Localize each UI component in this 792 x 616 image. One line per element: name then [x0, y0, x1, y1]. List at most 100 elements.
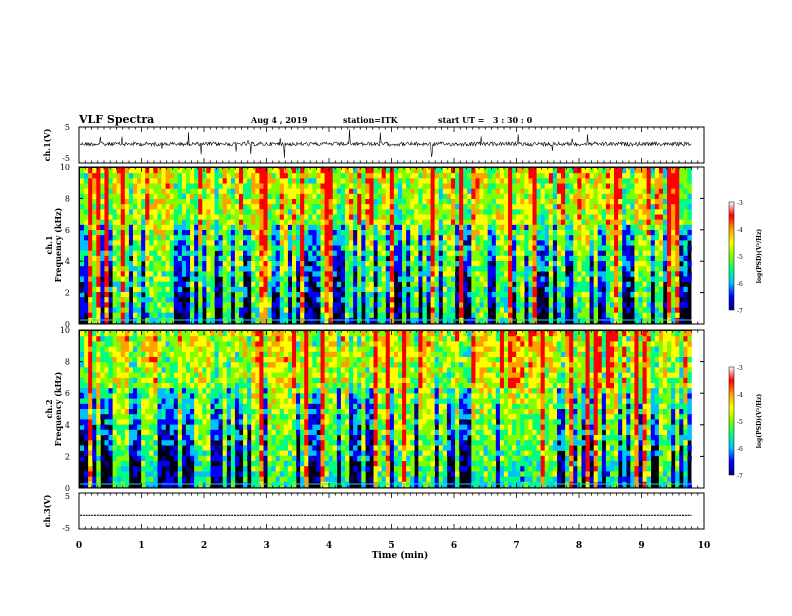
spectrogram-cell	[541, 194, 545, 199]
spectrogram-cell	[471, 271, 475, 276]
spectrogram-cell	[292, 235, 296, 240]
spectrogram-cell	[402, 261, 406, 266]
spectrogram-cell	[149, 302, 153, 307]
spectrogram-cell	[316, 235, 320, 240]
spectrogram-cell	[215, 209, 219, 214]
spectrogram-cell	[337, 204, 341, 209]
spectrogram-cell	[263, 178, 267, 183]
spectrogram-cell	[394, 215, 398, 220]
spectrogram-cell	[333, 266, 337, 271]
spectrogram-cell	[292, 230, 296, 235]
spectrogram-cell	[337, 230, 341, 235]
spectrogram-cell	[667, 302, 671, 307]
spectrogram-cell	[398, 194, 402, 199]
spectrogram-cell	[586, 184, 590, 189]
spectrogram-cell	[137, 308, 141, 313]
spectrogram-cell	[174, 367, 178, 373]
spectrogram-cell	[190, 302, 194, 307]
spectrogram-cell	[84, 445, 88, 451]
spectrogram-cell	[300, 230, 304, 235]
spectrogram-cell	[96, 367, 100, 373]
spectrogram-cell	[496, 277, 500, 282]
spectrogram-cell	[166, 271, 170, 276]
spectrogram-cell	[84, 482, 88, 488]
spectrogram-cell	[369, 184, 373, 189]
spectrogram-cell	[471, 313, 475, 318]
spectrogram-cell	[243, 251, 247, 256]
spectrogram-cell	[565, 287, 569, 292]
spectrogram-cell	[178, 168, 182, 173]
spectrogram-cell	[463, 189, 467, 194]
spectrogram-cell	[153, 271, 157, 276]
spectrogram-cell	[329, 261, 333, 266]
spectrogram-cell	[667, 256, 671, 261]
spectrogram-cell	[590, 266, 594, 271]
spectrogram-cell	[166, 471, 170, 477]
spectrogram-cell	[341, 230, 345, 235]
spectrogram-cell	[227, 313, 231, 318]
spectrogram-cell	[231, 173, 235, 178]
spectrogram-cell	[231, 230, 235, 235]
spectrogram-cell	[121, 287, 125, 292]
spectrogram-cell	[577, 297, 581, 302]
spectrogram-cell	[683, 194, 687, 199]
spectrogram-cell	[484, 261, 488, 266]
spectrogram-cell	[349, 256, 353, 261]
spectrogram-cell	[414, 261, 418, 266]
spectrogram-cell	[594, 189, 598, 194]
spectrogram-cell	[113, 430, 117, 436]
spectrogram-cell	[92, 292, 96, 297]
spectrogram-cell	[133, 409, 137, 415]
spectrogram-cell	[137, 383, 141, 389]
spectrogram-cell	[96, 409, 100, 415]
spectrogram-cell	[545, 204, 549, 209]
spectrogram-cell	[178, 383, 182, 389]
spectrogram-cell	[104, 357, 108, 363]
spectrogram-cell	[125, 367, 129, 373]
spectrogram-cell	[162, 178, 166, 183]
spectrogram-cell	[471, 189, 475, 194]
spectrogram-cell	[480, 240, 484, 245]
spectrogram-cell	[675, 287, 679, 292]
spectrogram-cell	[186, 261, 190, 266]
spectrogram-cell	[133, 451, 137, 457]
spectrogram-cell	[137, 251, 141, 256]
spectrogram-cell	[683, 184, 687, 189]
spectrogram-cell	[186, 430, 190, 436]
spectrogram-cell	[565, 194, 569, 199]
spectrogram-cell	[280, 287, 284, 292]
spectrogram-cell	[133, 302, 137, 307]
spectrogram-cell	[455, 292, 459, 297]
spectrogram-cell	[304, 256, 308, 261]
spectrogram-cell	[337, 246, 341, 251]
spectrogram-cell	[113, 383, 117, 389]
spectrogram-cell	[573, 287, 577, 292]
spectrogram-cell	[480, 256, 484, 261]
spectrogram-cell	[447, 225, 451, 230]
spectrogram-cell	[149, 466, 153, 472]
spectrogram-cell	[255, 168, 259, 173]
spectrogram-cell	[643, 308, 647, 313]
spectrogram-cell	[349, 230, 353, 235]
spectrogram-cell	[104, 352, 108, 358]
spectrogram-cell	[153, 194, 157, 199]
spectrogram-cell	[463, 235, 467, 240]
spectrogram-cell	[276, 199, 280, 204]
spectrogram-cell	[300, 302, 304, 307]
spectrogram-cell	[618, 287, 622, 292]
spectrogram-cell	[349, 178, 353, 183]
spectrogram-cell	[100, 378, 104, 384]
spectrogram-cell	[300, 261, 304, 266]
spectrogram-cell	[659, 292, 663, 297]
spectrogram-cell	[88, 383, 92, 389]
spectrogram-cell	[227, 184, 231, 189]
spectrogram-cell	[463, 287, 467, 292]
spectrogram-cell	[182, 352, 186, 358]
spectrogram-cell	[121, 430, 125, 436]
spectrogram-cell	[174, 308, 178, 313]
spectrogram-cell	[679, 215, 683, 220]
spectrogram-cell	[321, 297, 325, 302]
spectrogram-cell	[528, 215, 532, 220]
spectrogram-cell	[374, 318, 378, 323]
spectrogram-cell	[602, 173, 606, 178]
